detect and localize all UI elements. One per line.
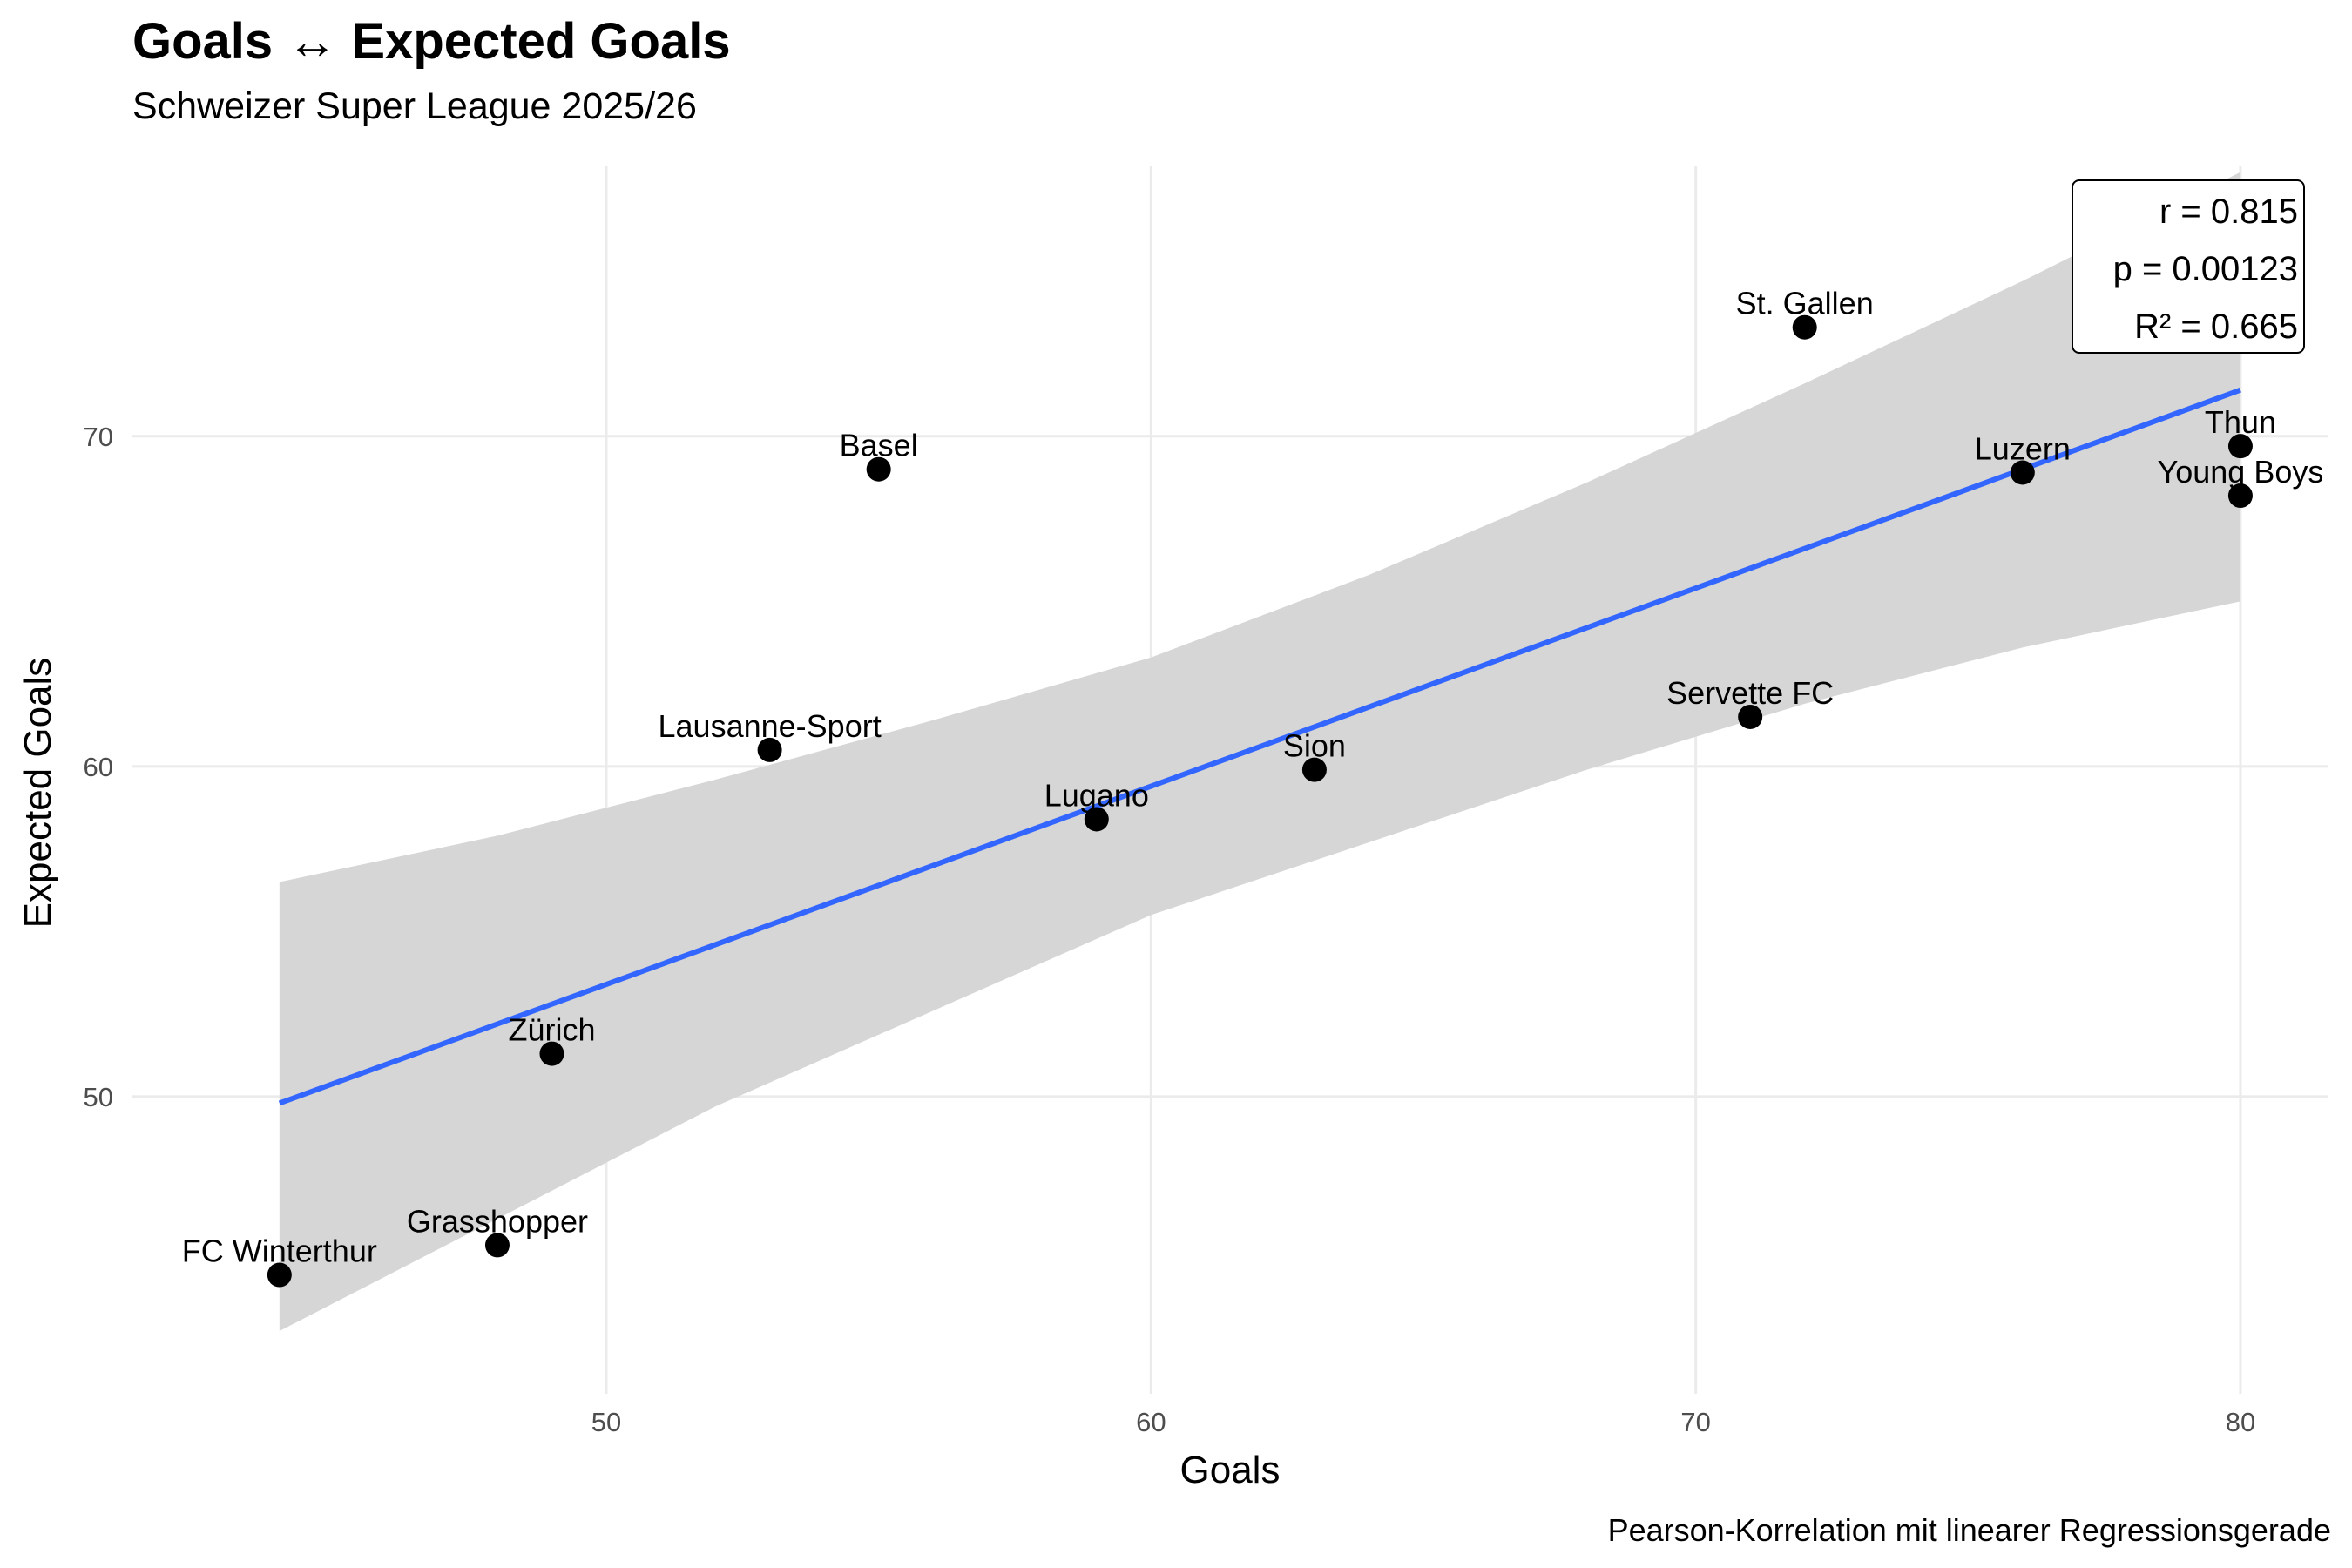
- chart-caption: Pearson-Korrelation mit linearer Regress…: [1607, 1512, 2331, 1548]
- point-label: Servette FC: [1666, 675, 1834, 711]
- point-label: Lugano: [1044, 777, 1149, 813]
- y-tick-labels: 50 60 70: [84, 422, 113, 1112]
- y-tick-label: 60: [84, 752, 113, 782]
- data-points: [267, 314, 2253, 1288]
- point-label: Thun: [2205, 404, 2276, 440]
- regression-line: [278, 387, 2241, 1106]
- data-point: [757, 737, 782, 762]
- x-tick-label: 50: [591, 1407, 621, 1437]
- data-point: [2227, 483, 2253, 509]
- x-axis-title: Goals: [1180, 1449, 1281, 1491]
- stat-p: p = 0.00123: [2113, 250, 2298, 288]
- data-point: [1792, 314, 1817, 340]
- stat-r: r = 0.815: [2159, 193, 2298, 231]
- x-tick-label: 80: [2226, 1407, 2255, 1437]
- point-label: Basel: [840, 428, 918, 463]
- point-label: Sion: [1283, 728, 1346, 764]
- point-label: FC Winterthur: [182, 1233, 377, 1269]
- x-tick-labels: 50 60 70 80: [591, 1407, 2255, 1437]
- x-tick-label: 60: [1136, 1407, 1166, 1437]
- point-label: St. Gallen: [1736, 286, 1874, 321]
- data-point: [2010, 460, 2035, 485]
- data-point: [1084, 807, 1109, 832]
- point-label: Grasshopper: [407, 1203, 588, 1239]
- y-tick-label: 50: [84, 1082, 113, 1112]
- data-point: [2227, 434, 2253, 459]
- data-point: [539, 1041, 564, 1066]
- point-label: Luzern: [1975, 431, 2071, 467]
- data-point: [866, 456, 891, 482]
- stats-box-frame: [2072, 179, 2305, 354]
- data-point: [1738, 704, 1763, 729]
- x-tick-label: 70: [1680, 1407, 1710, 1437]
- chart-title: Goals ↔ Expected Goals: [132, 13, 731, 70]
- chart-subtitle: Schweizer Super League 2025/26: [132, 85, 697, 127]
- data-point: [267, 1262, 292, 1288]
- point-label: Zürich: [508, 1012, 595, 1048]
- y-axis-title: Expected Goals: [17, 658, 59, 929]
- point-labels: FC Winterthur Grasshopper Zürich Lausanne-S…: [182, 286, 2324, 1269]
- stats-box: r = 0.815 p = 0.00123 R² = 0.665: [2072, 179, 2305, 354]
- point-label: Lausanne-Sport: [659, 708, 882, 744]
- data-point: [484, 1233, 510, 1258]
- data-point: [1301, 757, 1327, 782]
- point-label: Young Boys: [2158, 454, 2324, 490]
- stat-r2: R² = 0.665: [2134, 308, 2298, 346]
- confidence-band: [279, 172, 2240, 1331]
- y-tick-label: 70: [84, 422, 113, 452]
